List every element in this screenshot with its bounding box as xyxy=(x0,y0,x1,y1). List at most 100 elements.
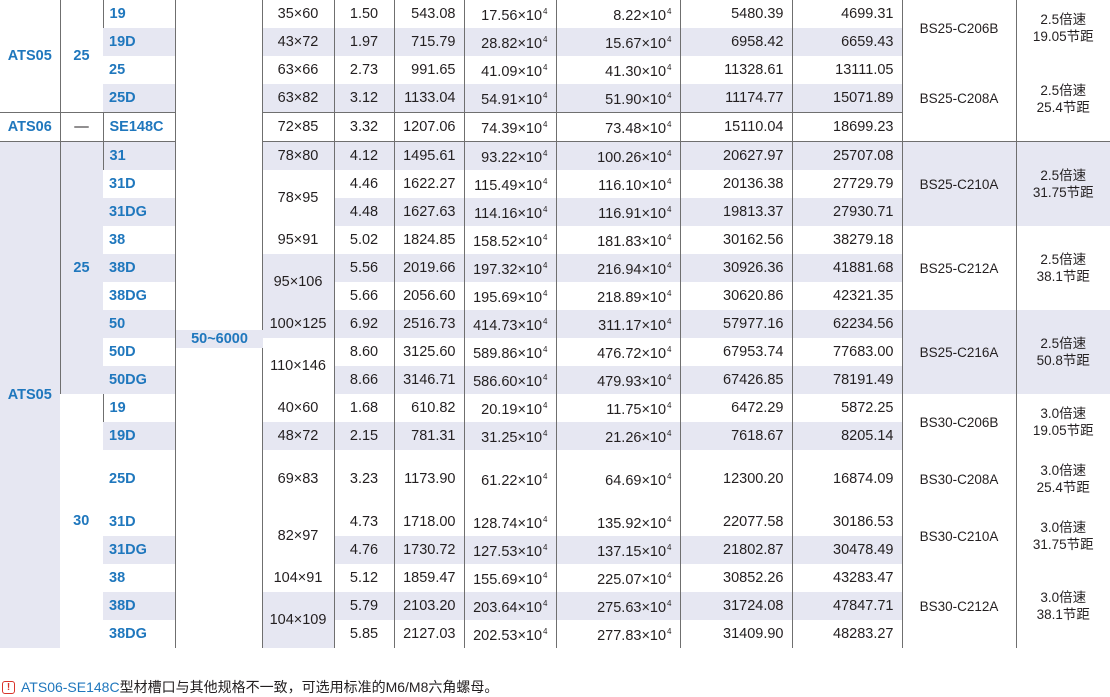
weight-cell: 2.15 xyxy=(333,422,394,450)
speed-note-cell: 2.5倍速 38.1节距 xyxy=(1015,226,1110,310)
model-code: SE148C xyxy=(102,112,175,142)
dimension-cell: 48×72 xyxy=(261,422,334,450)
model-code: 38D xyxy=(109,259,136,276)
wheel-model-cell: BS30-C210A xyxy=(901,508,1016,564)
ix-cell: 202.53×104 xyxy=(463,620,556,648)
area-cell: 715.79 xyxy=(393,28,464,56)
model-code: 38DG xyxy=(109,625,147,642)
iy-cell: 15.67×104 xyxy=(555,28,680,56)
footnote: ! ATS06-SE148C 型材槽口与其他规格不一致，可选用标准的M6/M8六… xyxy=(2,678,498,696)
zy-cell: 25707.08 xyxy=(791,141,902,170)
dimension-cell: 63×66 xyxy=(261,56,334,84)
zy-cell: 47847.71 xyxy=(791,592,902,620)
weight-cell: 6.92 xyxy=(333,310,394,338)
wheel-model-cell: BS30-C212A xyxy=(901,564,1016,648)
model-code: 19D xyxy=(109,427,136,444)
footnote-text: 型材槽口与其他规格不一致，可选用标准的M6/M8六角螺母。 xyxy=(119,679,499,695)
dimension-cell: 95×91 xyxy=(261,226,334,254)
weight-cell: 2.73 xyxy=(333,56,394,84)
dimension-cell: 35×60 xyxy=(261,0,334,28)
ix-cell: 28.82×104 xyxy=(463,28,556,56)
zy-cell: 41881.68 xyxy=(791,254,902,282)
weight-cell: 4.46 xyxy=(333,170,394,198)
iy-cell: 51.90×104 xyxy=(555,84,680,113)
zy-cell: 42321.35 xyxy=(791,282,902,310)
weight-cell: 5.12 xyxy=(333,564,394,592)
speed-note-cell: 2.5倍速 19.05节距 xyxy=(1015,0,1110,56)
area-cell: 2103.20 xyxy=(393,592,464,620)
model-code: 19 xyxy=(102,0,175,28)
ix-cell: 158.52×104 xyxy=(463,226,556,254)
area-cell: 1730.72 xyxy=(393,536,464,564)
iy-cell: 277.83×104 xyxy=(555,620,680,648)
zy-cell: 13111.05 xyxy=(791,56,902,84)
wheel-model-cell: BS25-C216A xyxy=(901,310,1016,394)
weight-cell: 5.02 xyxy=(333,226,394,254)
dimension-cell: 82×97 xyxy=(261,508,334,564)
area-cell: 1207.06 xyxy=(393,112,464,142)
table-row: 50D 110×146 8.60 3125.60 589.86×104 476.… xyxy=(0,338,1110,394)
iy-cell: 21.26×104 xyxy=(555,422,680,450)
model-code: 38 xyxy=(109,569,126,586)
table-row: 38 104×91 5.12 1859.47 155.69×104 225.07… xyxy=(0,564,1110,648)
zy-cell: 18699.23 xyxy=(791,112,902,142)
model-code: 19D xyxy=(109,33,136,50)
length-range-label: 50~6000 xyxy=(176,330,263,348)
zy-cell: 6659.43 xyxy=(791,28,902,56)
model-code: 25D xyxy=(109,89,136,106)
speed-note-cell: 3.0倍速 19.05节距 xyxy=(1015,394,1110,450)
zx-cell: 21802.87 xyxy=(679,536,792,564)
ix-cell: 203.64×104 xyxy=(463,592,556,620)
speed-note-cell: 3.0倍速 31.75节距 xyxy=(1015,508,1110,564)
zy-cell: 27729.79 xyxy=(791,170,902,198)
area-cell: 991.65 xyxy=(393,56,464,84)
zy-cell: 5872.25 xyxy=(791,394,902,422)
ix-cell: 115.49×104 xyxy=(463,170,556,198)
area-cell: 1495.61 xyxy=(393,141,464,170)
ix-cell: 155.69×104 xyxy=(463,564,556,592)
weight-cell: 5.66 xyxy=(333,282,394,310)
zx-cell: 6958.42 xyxy=(679,28,792,56)
table-row: 38 95×91 5.02 1824.85 158.52×104 181.83×… xyxy=(0,226,1110,310)
zy-cell: 62234.56 xyxy=(791,310,902,338)
area-cell: 1173.90 xyxy=(393,450,464,508)
series-cell: ATS05 xyxy=(7,47,52,64)
weight-cell: 1.50 xyxy=(333,0,394,28)
area-cell: 610.82 xyxy=(393,394,464,422)
weight-cell: 5.79 xyxy=(333,592,394,620)
zx-cell: 57977.16 xyxy=(679,310,792,338)
zx-cell: 31409.90 xyxy=(679,620,792,648)
zx-cell: 12300.20 xyxy=(679,450,792,508)
model-code: 38DG xyxy=(109,287,147,304)
dimension-cell: 63×82 xyxy=(261,84,334,113)
ix-cell: 128.74×104 xyxy=(463,508,556,536)
model-code: 50D xyxy=(109,343,136,360)
ix-cell: 17.56×104 xyxy=(463,0,556,28)
table-row: ATS06 — SE148C 72×85 3.32 1207.06 74.39×… xyxy=(0,112,1110,142)
iy-cell: 479.93×104 xyxy=(555,366,680,394)
zx-cell: 15110.04 xyxy=(679,112,792,142)
weight-cell: 1.97 xyxy=(333,28,394,56)
model-code: 50 xyxy=(109,315,126,332)
iy-cell: 73.48×104 xyxy=(555,112,680,142)
table-row: 25 63×66 2.73 991.65 41.09×104 41.30×104… xyxy=(0,56,1110,142)
area-cell: 1824.85 xyxy=(393,226,464,254)
table-row: 38DG 5.85 2127.03 202.53×104 277.83×104 … xyxy=(0,620,1110,648)
table-row: 25D 69×83 3.23 1173.90 61.22×104 64.69×1… xyxy=(0,450,1110,508)
zy-cell: 78191.49 xyxy=(791,366,902,394)
wheel-model-cell: BS25-C210A xyxy=(901,141,1016,226)
dimension-cell: 43×72 xyxy=(261,28,334,56)
dimension-cell: 78×80 xyxy=(261,141,334,170)
weight-cell: 5.85 xyxy=(333,620,394,648)
dimension-cell: 104×91 xyxy=(261,564,334,592)
iy-cell: 181.83×104 xyxy=(555,226,680,254)
ix-cell: 414.73×104 xyxy=(463,310,556,338)
zx-cell: 7618.67 xyxy=(679,422,792,450)
zx-cell: 20136.38 xyxy=(679,170,792,198)
length-range-column xyxy=(174,0,262,648)
area-cell: 1718.00 xyxy=(393,508,464,536)
iy-cell: 218.89×104 xyxy=(555,282,680,310)
iy-cell: 216.94×104 xyxy=(555,254,680,282)
zx-cell: 67953.74 xyxy=(679,338,792,366)
zy-cell: 43283.47 xyxy=(791,564,902,592)
